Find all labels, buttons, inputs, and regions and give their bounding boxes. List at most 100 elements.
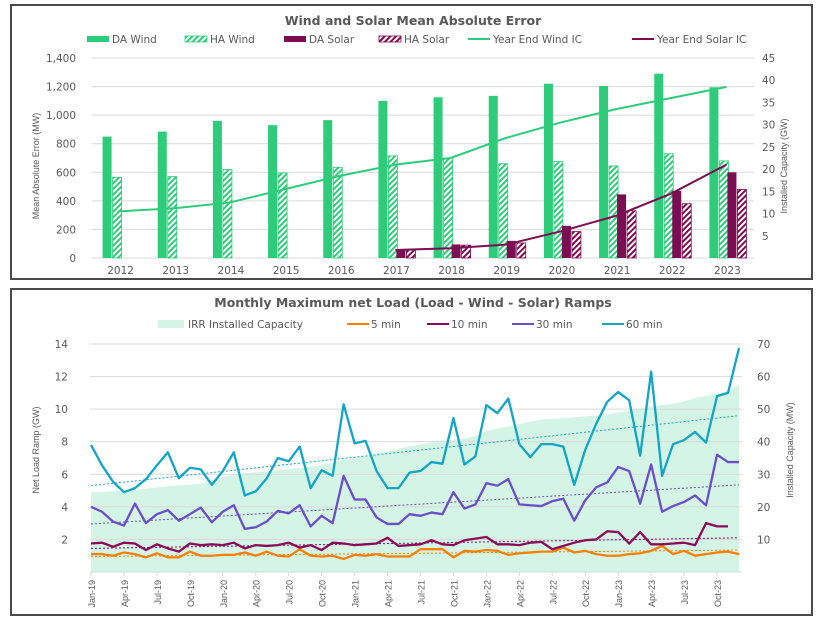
- legend-label: 60 min: [626, 319, 663, 331]
- legend-item-60-min: 60 min: [602, 319, 663, 331]
- y2-tick-label: 40: [757, 437, 770, 449]
- trendline-60-min-trend: [90, 415, 740, 487]
- bar-ha-wind-2016: [332, 166, 343, 259]
- bar-ha-wind-2014: [222, 169, 233, 259]
- x-tick-label: 2013: [162, 265, 189, 277]
- bar-da-solar-2019: [506, 240, 516, 258]
- x-tick-label: 2023: [714, 265, 741, 277]
- x-tick-label: Jan-22: [482, 580, 492, 608]
- y2-tick-label: 35: [762, 97, 775, 109]
- bar-ha-wind-2013: [167, 176, 178, 259]
- wind-solar-mae-chart: Wind and Solar Mean Absolute Error DA Wi…: [31, 13, 789, 277]
- x-tick-label: 2014: [218, 265, 245, 277]
- y2-tick-label: 10: [762, 209, 775, 221]
- bar-ha-wind-2017: [388, 155, 398, 259]
- y-axis-title: Mean Absolute Error (MW): [31, 113, 41, 220]
- x-tick-label: Oct-22: [581, 580, 591, 607]
- bar-da-solar-2021: [617, 194, 627, 258]
- legend: DA Wind HA Wind DA Solar HA Solar Year End W…: [87, 34, 746, 46]
- x-tick-label: Jul-23: [680, 580, 690, 605]
- y-tick-label: 12: [55, 372, 68, 384]
- legend-item-da-solar: DA Solar: [284, 34, 355, 46]
- legend-label: HA Wind: [210, 34, 255, 46]
- legend-label: IRR Installed Capacity: [188, 319, 303, 331]
- bar-da-wind-2013: [157, 131, 167, 258]
- x-tick-label: 2016: [328, 265, 355, 277]
- y2-tick-label: 45: [762, 53, 775, 65]
- legend-swatch: [378, 35, 402, 43]
- y-tick-label: 400: [56, 196, 76, 208]
- x-tick-label: Apr-20: [252, 580, 262, 607]
- x-tick-label: Apr-19: [120, 580, 130, 607]
- y-tick-label: 800: [56, 139, 76, 151]
- y-axis-left: 0 200 400 600 800 1,000 1,200 1,400: [46, 53, 76, 265]
- y2-tick-label: 15: [762, 186, 775, 198]
- line-year-end-wind-ic: [119, 85, 727, 213]
- bar-ha-solar-2022: [681, 203, 692, 259]
- y2-axis-title: Installed Capacity (GW): [779, 118, 789, 213]
- y-tick-label: 8: [61, 437, 68, 449]
- legend-item-ha-wind: HA Wind: [184, 34, 255, 46]
- legend-item-irr-installed-capacity: IRR Installed Capacity: [158, 319, 303, 331]
- y-axis-left: 2 4 6 8 10 12 14: [55, 339, 69, 546]
- bar-ha-solar-2020: [571, 231, 582, 259]
- legend: IRR Installed Capacity 5 min 10 min 30 min 6…: [158, 319, 663, 331]
- legend-label: 5 min: [371, 319, 401, 331]
- y-tick-label: 1,000: [46, 110, 76, 122]
- y2-tick-label: 40: [762, 75, 775, 87]
- chart-title: Wind and Solar Mean Absolute Error: [285, 13, 542, 28]
- x-tick-label: Jul-20: [285, 580, 295, 605]
- x-tick-label: Jul-21: [416, 580, 426, 605]
- legend-item-da-wind: DA Wind: [87, 34, 157, 46]
- x-tick-label: 2012: [107, 265, 134, 277]
- x-tick-label: Apr-23: [647, 580, 657, 607]
- bar-ha-solar-2017: [406, 249, 416, 259]
- bar-ha-wind-2012: [112, 176, 122, 259]
- bar-ha-wind-2023: [719, 160, 729, 259]
- bar-da-wind-2021: [599, 85, 609, 258]
- bar-da-solar-2020: [561, 225, 571, 258]
- bar-da-wind-2012: [102, 136, 112, 258]
- legend-swatch: [158, 320, 184, 328]
- bar-da-wind-2019: [488, 95, 498, 258]
- line-year-end-solar-ic: [395, 163, 727, 251]
- y-tick-label: 200: [56, 224, 76, 236]
- line-60-min: [89, 347, 741, 497]
- line-5-min: [91, 544, 740, 561]
- x-tick-label: 2018: [438, 265, 465, 277]
- x-axis: 2012 2013 2014 2015 2016 2017 2018 2019 2020 2021…: [107, 265, 741, 277]
- y-tick-label: 14: [55, 339, 69, 351]
- bar-ha-wind-2022: [663, 153, 674, 259]
- x-axis: Jan-19 Apr-19 Jul-19 Oct-19 Jan-20 Apr-20 Jul-…: [87, 572, 723, 608]
- x-tick-label: Oct-21: [449, 580, 459, 607]
- y2-tick-label: 20: [762, 164, 775, 176]
- trendline-30-min-trend: [90, 484, 740, 525]
- y2-tick-label: 30: [762, 120, 775, 132]
- legend-label: DA Solar: [309, 34, 355, 46]
- bar-da-wind-2016: [323, 120, 333, 259]
- bar-da-wind-2018: [433, 97, 443, 259]
- x-tick-label: 2019: [493, 265, 520, 277]
- legend-item-ha-solar: HA Solar: [378, 34, 450, 46]
- wind-solar-mae-chart-panel: Wind and Solar Mean Absolute Error DA Wi…: [10, 4, 813, 280]
- installed-capacity-area: [91, 384, 739, 572]
- y-tick-label: 2: [61, 534, 68, 546]
- x-tick-label: 2021: [604, 265, 631, 277]
- x-tick-label: Jan-20: [219, 580, 229, 608]
- y-tick-label: 600: [56, 167, 76, 179]
- bar-da-wind-2023: [709, 87, 719, 259]
- bar-da-wind-2014: [212, 120, 222, 258]
- ramp-lines: [89, 347, 741, 561]
- x-tick-label: Oct-20: [318, 580, 328, 607]
- x-tick-label: Jan-23: [614, 580, 624, 608]
- bar-ha-wind-2015: [277, 172, 288, 259]
- bar-ha-solar-2019: [516, 242, 527, 259]
- y2-tick-label: 60: [757, 372, 770, 384]
- bar-da-wind-2020: [543, 83, 553, 258]
- legend-item-year-end-wind-ic: Year End Wind IC: [468, 34, 582, 46]
- chart-title: Monthly Maximum net Load (Load - Wind - …: [214, 295, 611, 310]
- bar-ha-solar-2023: [737, 189, 747, 259]
- legend-label: HA Solar: [404, 34, 450, 46]
- legend-label: Year End Solar IC: [656, 34, 746, 46]
- bar-da-solar-2022: [672, 190, 682, 258]
